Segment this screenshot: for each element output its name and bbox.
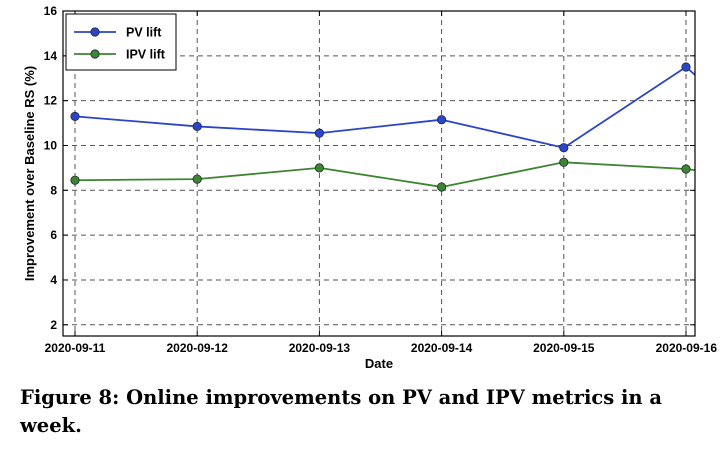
y-tick-label: 14: [44, 49, 58, 63]
ipv-lift-point: [559, 157, 569, 167]
pv-lift-line: [74, 66, 696, 149]
axis-ticks: 2 4 6 8 10 12 14 16 2020-09-11 2020-09-12 2020-09-…: [44, 4, 718, 355]
x-tick-label: 2020-09-15: [533, 341, 595, 355]
x-tick-label: 2020-09-11: [45, 341, 106, 355]
figure-caption: Figure 8: Online improvements on PV and …: [20, 386, 662, 437]
pv-lift-point: [559, 143, 569, 153]
pv-lift-point: [70, 111, 80, 121]
line-chart: 2 4 6 8 10 12 14 16 2020-09-11 2020-09-12 2020-09-…: [22, 4, 718, 371]
y-tick-label: 10: [44, 138, 58, 152]
ipv-lift-point: [436, 182, 447, 192]
ipv-lift-point: [70, 175, 80, 185]
y-tick-label: 12: [44, 94, 58, 108]
pv-lift-point: [436, 115, 447, 125]
y-tick-label: 4: [50, 273, 57, 287]
x-tick-label: 2020-09-13: [289, 341, 351, 355]
plot-frame: [62, 10, 696, 337]
legend-pv-lift-label: PV lift: [126, 26, 162, 40]
pv-lift-point: [192, 121, 202, 132]
legend: PV lift IPV lift: [65, 13, 177, 71]
y-axis-label: Improvement over Baseline RS (%): [22, 66, 37, 281]
legend-box: [65, 13, 177, 71]
y-tick-label: 16: [44, 4, 58, 18]
x-tick-label: 2020-09-16: [656, 341, 718, 355]
ipv-lift-point: [681, 164, 691, 174]
legend-ipv-lift-label: IPV lift: [126, 48, 166, 62]
x-tick-label: 2020-09-12: [167, 341, 229, 355]
x-tick-label: 2020-09-14: [411, 341, 473, 355]
pv-lift-point: [681, 62, 691, 72]
ipv-lift-line: [74, 161, 696, 188]
legend-ipv-lift-marker: [90, 49, 100, 59]
y-tick-label: 8: [50, 183, 57, 197]
legend-pv-lift-marker: [90, 27, 100, 37]
x-axis-label: Date: [365, 356, 393, 371]
y-tick-label: 6: [50, 228, 57, 242]
ipv-lift-point: [314, 163, 324, 173]
series-layer: [70, 62, 696, 192]
pv-lift-point: [314, 128, 324, 138]
y-tick-label: 2: [50, 318, 57, 332]
ipv-lift-point: [192, 174, 202, 184]
